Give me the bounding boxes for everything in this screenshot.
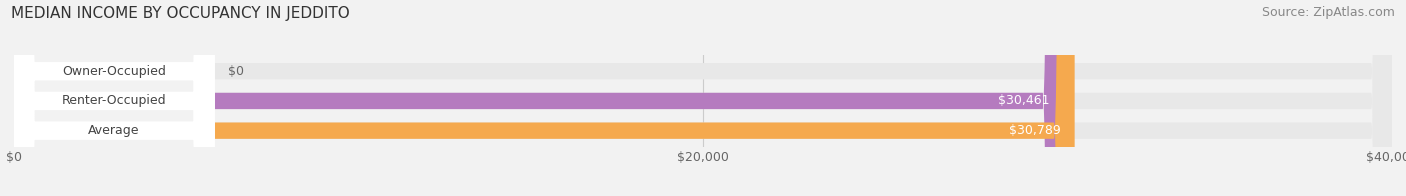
FancyBboxPatch shape <box>14 0 214 196</box>
Text: Average: Average <box>89 124 139 137</box>
Text: Renter-Occupied: Renter-Occupied <box>62 94 166 107</box>
Text: MEDIAN INCOME BY OCCUPANCY IN JEDDITO: MEDIAN INCOME BY OCCUPANCY IN JEDDITO <box>11 6 350 21</box>
FancyBboxPatch shape <box>14 0 1063 196</box>
FancyBboxPatch shape <box>14 0 1392 196</box>
FancyBboxPatch shape <box>14 0 214 196</box>
FancyBboxPatch shape <box>14 0 1392 196</box>
Text: $30,789: $30,789 <box>1010 124 1062 137</box>
FancyBboxPatch shape <box>14 0 1074 196</box>
FancyBboxPatch shape <box>14 0 214 196</box>
Text: $30,461: $30,461 <box>998 94 1049 107</box>
Text: Source: ZipAtlas.com: Source: ZipAtlas.com <box>1261 6 1395 19</box>
Text: Owner-Occupied: Owner-Occupied <box>62 65 166 78</box>
Text: $0: $0 <box>228 65 243 78</box>
FancyBboxPatch shape <box>14 0 1392 196</box>
